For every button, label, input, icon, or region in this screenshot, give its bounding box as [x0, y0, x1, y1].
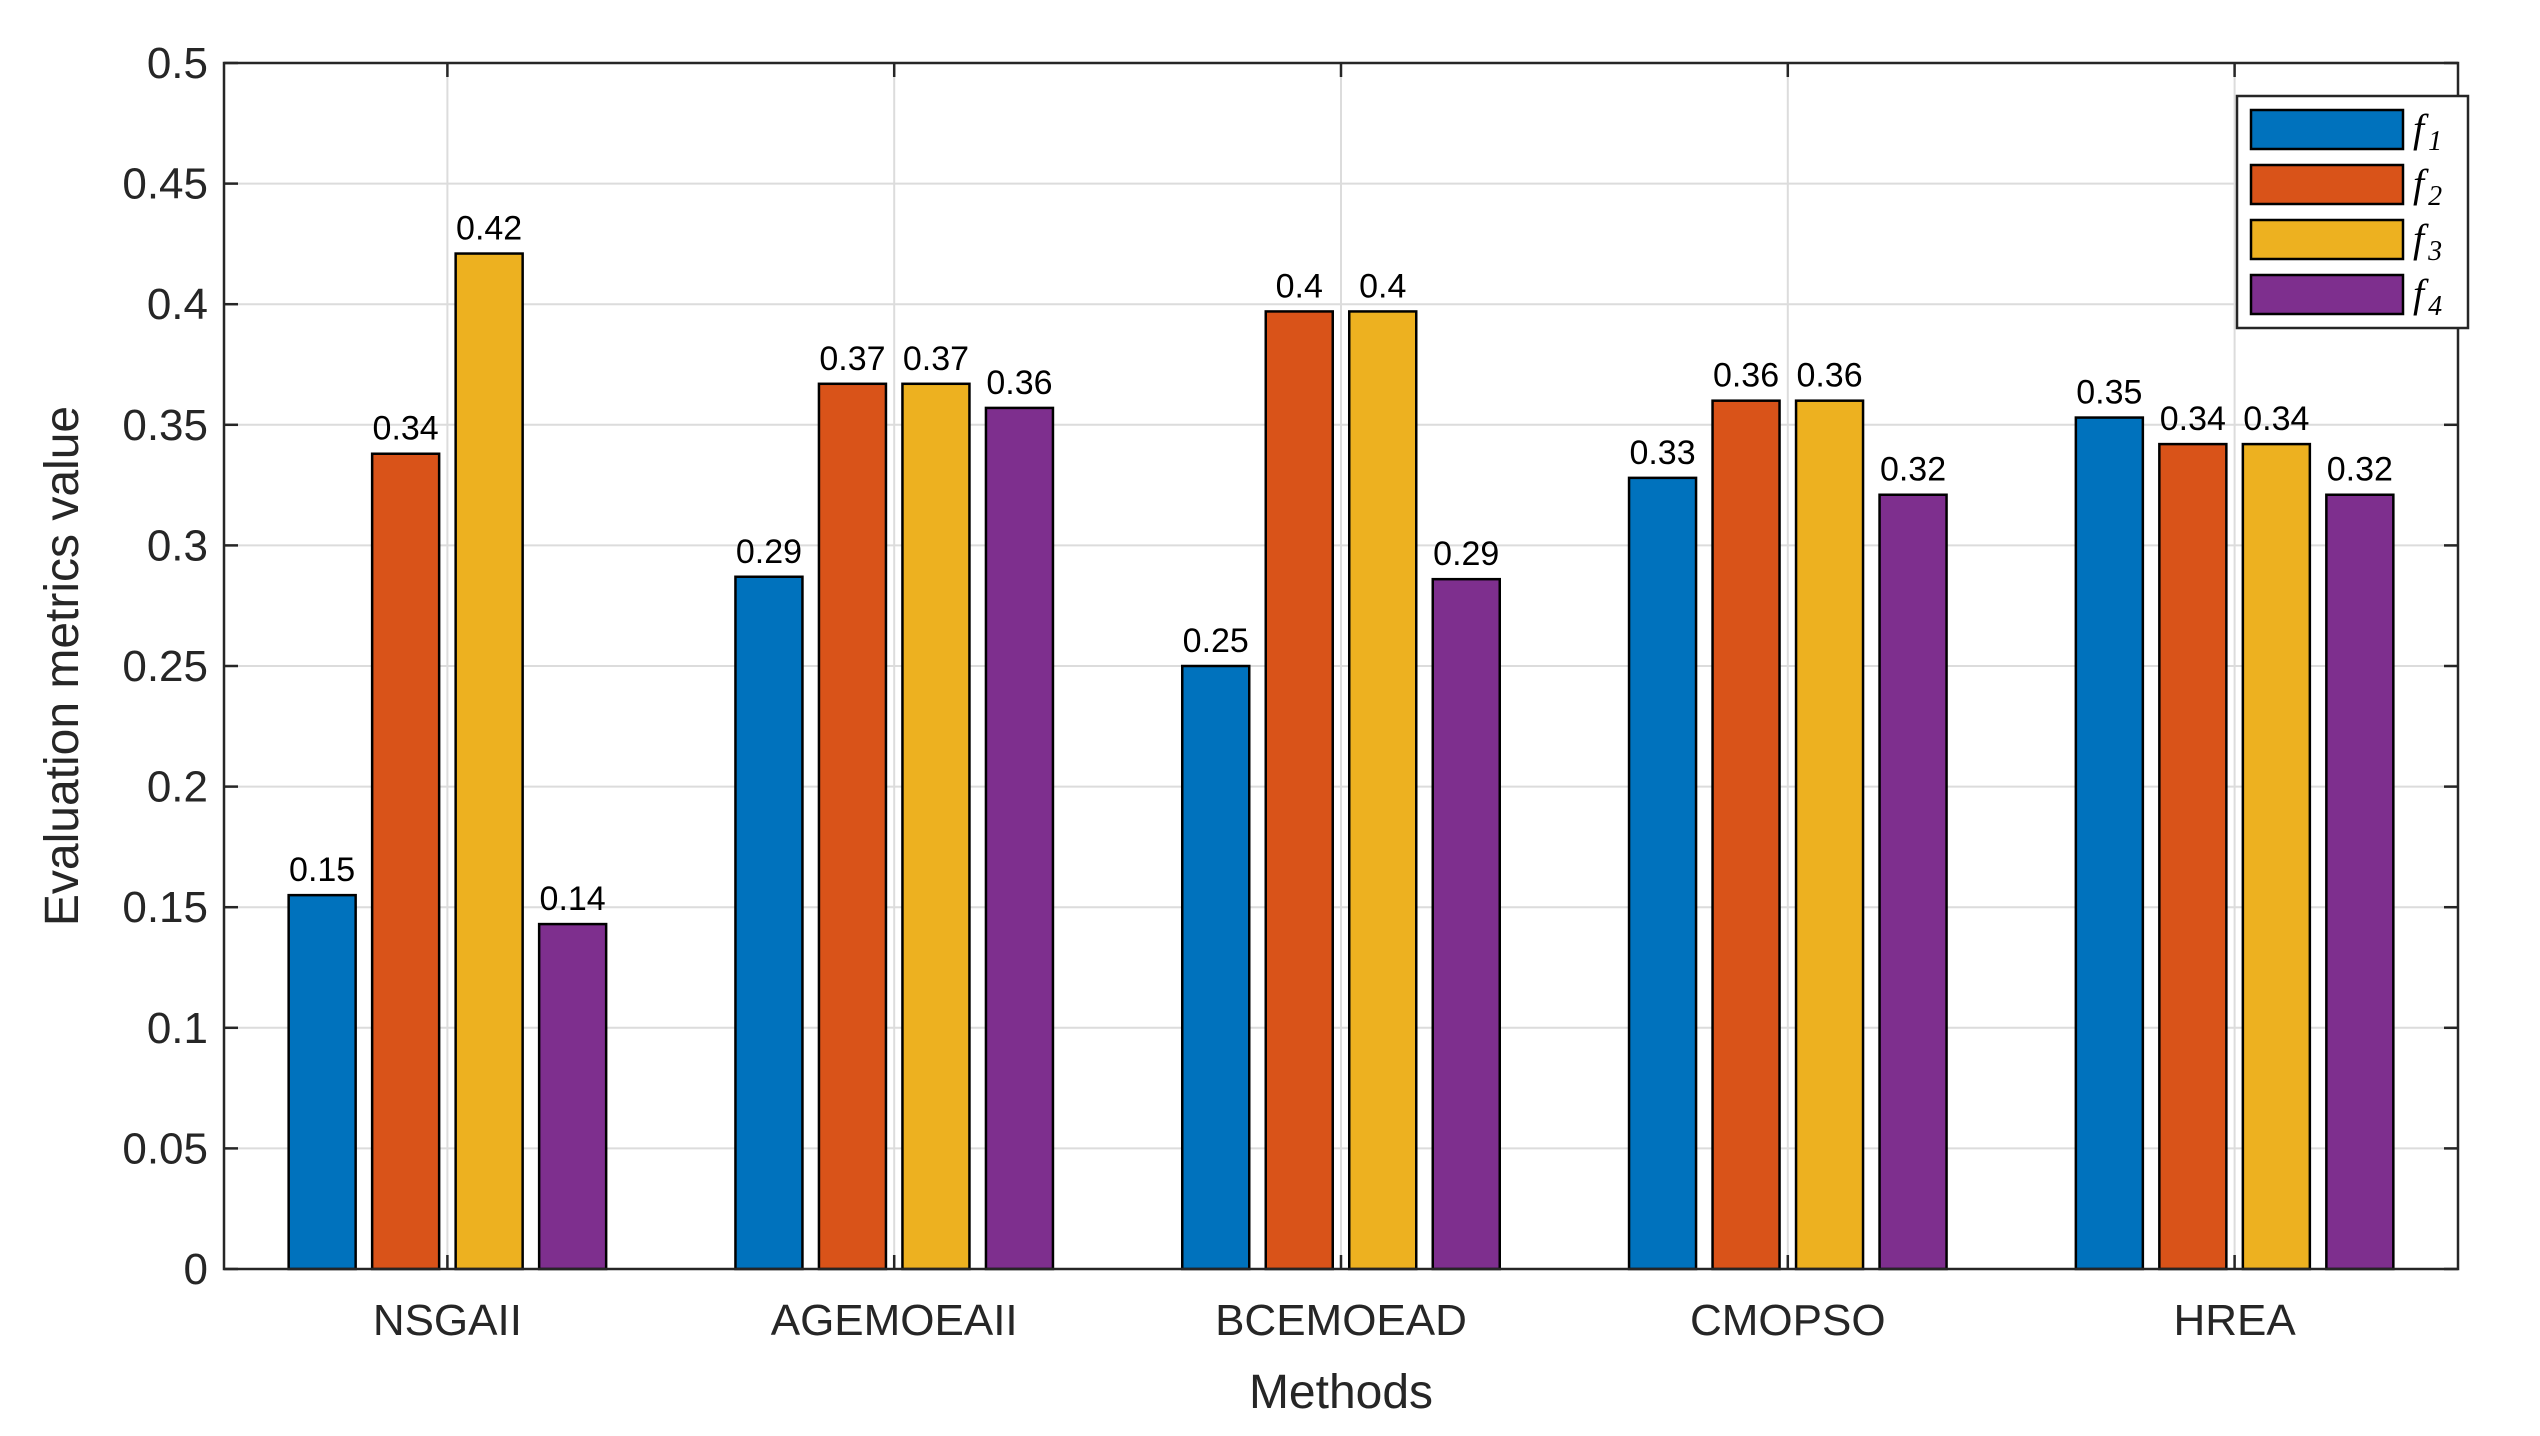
bar-f4-nsgaii: [537, 922, 608, 1271]
legend-swatch-f4: [2249, 273, 2405, 316]
y-tick-label: 0.25: [122, 642, 208, 691]
data-label: 0.35: [2076, 374, 2142, 412]
data-label: 0.29: [1433, 535, 1499, 573]
bar-f4-bcemoead: [1431, 577, 1501, 1271]
data-label: 0.36: [1796, 357, 1862, 395]
bar-f2-agemoeaii: [817, 382, 888, 1271]
bar-f1-bcemoead: [1181, 664, 1251, 1271]
data-label: 0.42: [456, 210, 522, 248]
bar-f1-cmopso: [1627, 476, 1698, 1271]
bar-f3-agemoeaii: [901, 382, 971, 1271]
data-labels: 0.15 0.29 0.25 0.33 0.35 0.34 0.37 0.4 0.36 0.34 0…: [289, 210, 2393, 919]
bar-f3-cmopso: [1794, 399, 1865, 1271]
data-label: 0.32: [1880, 451, 1946, 489]
x-tick-label: BCEMOEAD: [1215, 1296, 1467, 1345]
data-label: 0.29: [736, 533, 802, 571]
data-label: 0.37: [903, 340, 969, 378]
y-tick-label: 0.3: [147, 521, 208, 570]
y-tick-label: 0.1: [147, 1004, 208, 1053]
bar-f3-bcemoead: [1348, 310, 1418, 1271]
data-label: 0.4: [1359, 267, 1406, 305]
axis-ticks: 0 0.05 0.1 0.15 0.2 0.25 0.3 0.35 0.4 0.45 0.5 NSGA…: [122, 39, 2458, 1345]
legend-swatch-f2: [2249, 163, 2405, 206]
grid-lines: [224, 63, 2458, 1269]
y-tick-label: 0.05: [122, 1124, 208, 1173]
data-label: 0.33: [1629, 434, 1695, 472]
y-tick-label: 0.4: [147, 280, 208, 329]
y-tick-label: 0.45: [122, 160, 208, 209]
x-tick-label: NSGAII: [373, 1296, 522, 1345]
data-label: 0.34: [373, 410, 439, 448]
legend-swatch-f1: [2249, 108, 2405, 151]
bar-f1-agemoeaii: [734, 575, 804, 1271]
bar-f2-bcemoead: [1264, 310, 1334, 1271]
data-label: 0.34: [2160, 400, 2226, 438]
y-tick-label: 0.15: [122, 883, 208, 932]
data-label: 0.36: [986, 364, 1052, 402]
y-tick-label: 0.2: [147, 763, 208, 812]
bar-f3-hrea: [2241, 442, 2312, 1271]
x-tick-label: CMOPSO: [1690, 1296, 1886, 1345]
bar-f1-nsgaii: [287, 893, 357, 1271]
legend: f 1f 2f 3f 4: [2235, 94, 2470, 330]
data-label: 0.37: [819, 340, 885, 378]
y-axis-title: Evaluation metrics value: [36, 406, 89, 926]
bars: [287, 252, 2395, 1271]
data-label: 0.4: [1276, 267, 1323, 305]
legend-swatch-f3: [2249, 218, 2405, 261]
data-label: 0.14: [540, 880, 606, 918]
data-label: 0.34: [2243, 400, 2309, 438]
data-label: 0.32: [2327, 451, 2393, 489]
bar-f2-cmopso: [1711, 399, 1781, 1271]
data-label: 0.25: [1183, 622, 1249, 660]
x-tick-label: HREA: [2173, 1296, 2296, 1345]
bar-f2-hrea: [2158, 442, 2228, 1271]
bar-f2-nsgaii: [370, 452, 441, 1271]
y-tick-label: 0: [184, 1245, 208, 1294]
bar-f3-nsgaii: [454, 252, 524, 1271]
y-tick-label: 0.5: [147, 39, 208, 88]
bar-f4-cmopso: [1878, 493, 1948, 1271]
x-axis-title: Methods: [1249, 1366, 1433, 1419]
x-tick-label: AGEMOEAII: [771, 1296, 1018, 1345]
bar-f4-agemoeaii: [984, 406, 1055, 1271]
y-tick-label: 0.35: [122, 401, 208, 450]
bar-f1-hrea: [2074, 416, 2145, 1271]
data-label: 0.36: [1713, 357, 1779, 395]
bar-f4-hrea: [2325, 493, 2395, 1271]
data-label: 0.15: [289, 851, 355, 889]
